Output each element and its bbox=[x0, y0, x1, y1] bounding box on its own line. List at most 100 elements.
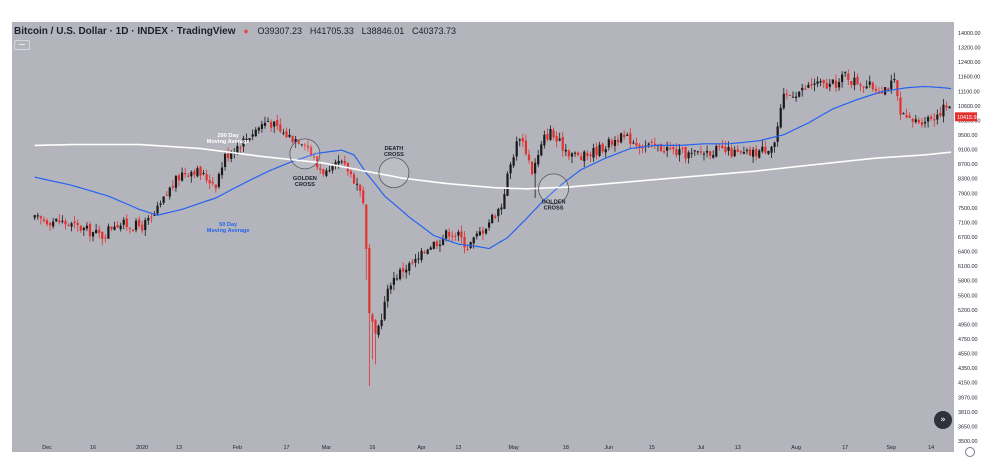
candle-body bbox=[165, 194, 168, 196]
candle-body bbox=[865, 86, 868, 89]
candle-body bbox=[822, 79, 825, 84]
candle-body bbox=[395, 278, 399, 280]
candle-body bbox=[911, 118, 914, 122]
gear-icon[interactable] bbox=[965, 447, 975, 457]
candle-body bbox=[804, 88, 807, 90]
candle-body bbox=[469, 241, 472, 249]
candle-body bbox=[810, 84, 813, 86]
candle-body bbox=[168, 187, 171, 197]
candle-body bbox=[748, 149, 752, 156]
candle-body bbox=[45, 220, 49, 225]
candle-body bbox=[33, 215, 36, 218]
candle-body bbox=[254, 129, 257, 137]
low-value: L38846.01 bbox=[361, 26, 405, 36]
candle-body bbox=[377, 325, 380, 336]
candle-body bbox=[405, 269, 408, 273]
candle-body bbox=[282, 132, 285, 134]
candle-body bbox=[101, 231, 104, 239]
candle-body bbox=[319, 168, 322, 170]
symbol-title[interactable]: Bitcoin / U.S. Dollar · 1D · INDEX · Tra… bbox=[14, 26, 236, 37]
candle-body bbox=[144, 220, 147, 231]
candle-body bbox=[623, 134, 626, 138]
x-tick-label: Apr bbox=[417, 445, 426, 451]
candle-body bbox=[650, 141, 653, 143]
chevron-double-right-icon[interactable]: » bbox=[934, 411, 952, 429]
candle-body bbox=[331, 165, 334, 171]
annotation-line: GOLDEN bbox=[542, 200, 566, 206]
candle-body bbox=[227, 153, 230, 159]
annotation-label: GOLDEN CROSS bbox=[293, 176, 317, 188]
y-tick-label: 3500.00 bbox=[958, 439, 978, 445]
candle-body bbox=[116, 224, 119, 228]
candle-body bbox=[595, 146, 598, 156]
candle-body bbox=[73, 221, 76, 224]
candle-body bbox=[223, 154, 227, 168]
x-tick-label: 2020 bbox=[136, 445, 148, 451]
candle-body bbox=[659, 143, 663, 151]
candle-body bbox=[245, 138, 248, 140]
candle-body bbox=[589, 154, 592, 157]
candle-body bbox=[948, 106, 951, 109]
candle-body bbox=[868, 81, 871, 85]
candle-body bbox=[635, 142, 638, 146]
x-tick-label: May bbox=[509, 445, 519, 451]
candle-body bbox=[930, 116, 933, 119]
candle-body bbox=[368, 247, 371, 314]
x-tick-label: Feb bbox=[233, 445, 242, 451]
high-value: H41705.33 bbox=[309, 26, 354, 36]
candle-body bbox=[801, 87, 804, 91]
candle-body bbox=[619, 133, 623, 143]
candle-body bbox=[926, 117, 930, 122]
candle-body bbox=[294, 139, 297, 143]
candle-body bbox=[834, 80, 838, 89]
y-tick-label: 7900.00 bbox=[958, 191, 978, 197]
collapse-icon[interactable] bbox=[14, 40, 30, 50]
candle-body bbox=[380, 319, 383, 327]
candle-body bbox=[362, 190, 365, 204]
y-tick-label: 4350.00 bbox=[958, 366, 978, 372]
candle-body bbox=[936, 114, 939, 120]
candle-body bbox=[693, 150, 696, 152]
candle-body bbox=[98, 229, 101, 233]
candle-body bbox=[291, 135, 294, 143]
candle-body bbox=[374, 320, 377, 334]
y-tick-label: 3810.00 bbox=[958, 410, 978, 416]
candle-body bbox=[466, 249, 469, 251]
candle-body bbox=[794, 96, 798, 98]
candle-body bbox=[408, 263, 411, 271]
candle-body bbox=[752, 149, 755, 157]
candle-body bbox=[64, 221, 67, 225]
candle-body bbox=[521, 137, 524, 142]
candle-body bbox=[85, 225, 89, 229]
candle-body bbox=[487, 222, 491, 228]
candle-body bbox=[432, 241, 435, 249]
candle-body bbox=[285, 131, 288, 138]
candle-body bbox=[807, 84, 810, 88]
candle-body bbox=[177, 175, 181, 181]
candle-body bbox=[481, 230, 485, 234]
annotation-line: Moving Average bbox=[207, 139, 250, 145]
candle-body bbox=[758, 150, 761, 158]
y-tick-label: 10600.00 bbox=[958, 104, 980, 110]
candle-body bbox=[76, 222, 79, 226]
candle-body bbox=[411, 262, 414, 264]
candle-body bbox=[712, 155, 715, 158]
candle-body bbox=[239, 147, 242, 149]
candle-body bbox=[82, 227, 85, 230]
annotation-label: 50 Day Moving Average bbox=[207, 222, 250, 234]
candle-body bbox=[512, 157, 515, 166]
candle-body bbox=[497, 208, 500, 217]
candle-body bbox=[193, 171, 196, 175]
ma50-line bbox=[34, 85, 952, 250]
candle-body bbox=[138, 219, 141, 226]
candle-body bbox=[730, 147, 733, 157]
candle-body bbox=[945, 105, 948, 108]
candle-body bbox=[616, 139, 620, 143]
golden-cross-circle bbox=[289, 138, 321, 170]
candle-body bbox=[36, 215, 39, 217]
candle-body bbox=[761, 146, 764, 152]
candle-body bbox=[113, 226, 116, 230]
annotation-line: Moving Average bbox=[207, 228, 250, 234]
